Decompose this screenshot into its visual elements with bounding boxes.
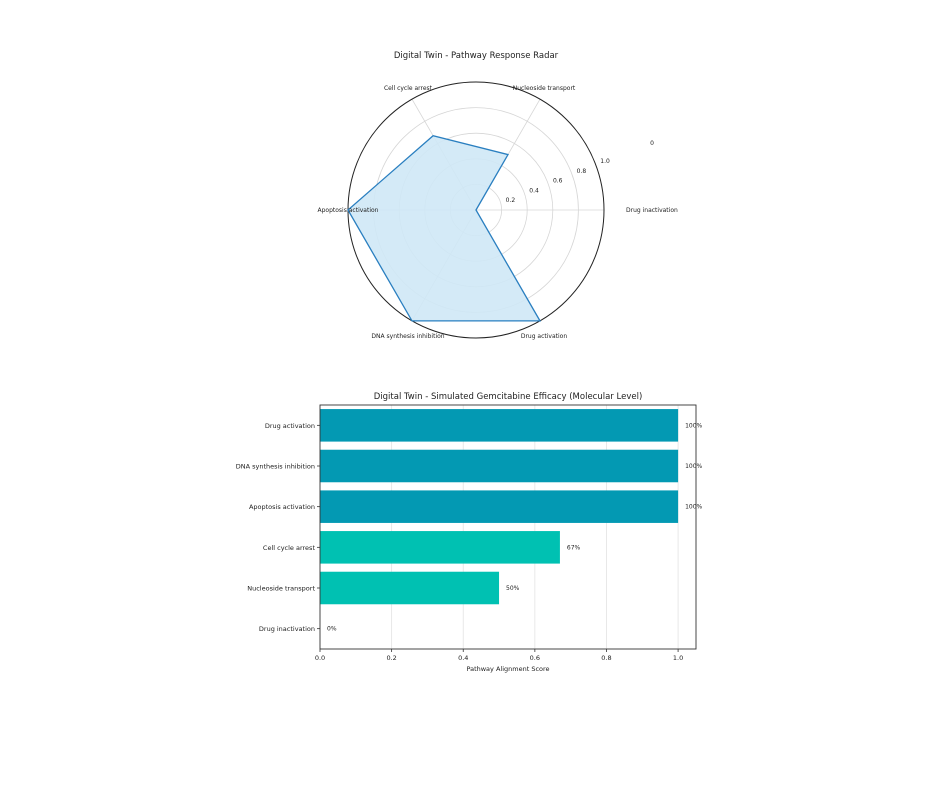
bar-value-label: 0%: [327, 626, 337, 633]
bar-value-label: 100%: [685, 504, 702, 511]
x-tick-label: 0.8: [601, 654, 611, 662]
radar-axis-label: Drug inactivation: [626, 207, 678, 214]
radar-chart: Digital Twin - Pathway Response Radar 0.2…: [318, 51, 678, 340]
radar-axis-label: DNA synthesis inhibition: [371, 333, 444, 340]
radar-title: Digital Twin - Pathway Response Radar: [394, 51, 559, 61]
x-tick-label: 0.0: [315, 654, 325, 662]
bar: [320, 449, 679, 483]
radar-axis-label: Cell cycle arrest: [384, 85, 433, 92]
bar-value-label: 100%: [685, 422, 702, 429]
x-tick-label: 1.0: [673, 654, 683, 662]
x-tick-label: 0.2: [386, 654, 396, 662]
x-tick-label: 0.6: [530, 654, 540, 662]
bar-value-label: 67%: [567, 544, 581, 551]
bar-axes-frame: [319, 404, 697, 650]
y-tick-label: Nucleoside transport: [247, 585, 315, 593]
y-tick-label: Apoptosis activation: [249, 503, 315, 511]
radar-axis-label: Drug activation: [521, 333, 568, 340]
radar-tick-label: 0.2: [506, 197, 516, 204]
radar-tick-label: 0.6: [553, 178, 563, 185]
x-tick-label: 0.4: [458, 654, 468, 662]
y-tick-label: DNA synthesis inhibition: [236, 463, 315, 471]
bar-value-label: 50%: [506, 585, 520, 592]
bar: [320, 531, 560, 564]
radar-tick-label: 1.0: [600, 158, 610, 165]
y-tick-label: Cell cycle arrest: [263, 544, 316, 552]
radar-tick-label: 0.8: [577, 168, 587, 175]
x-axis-label: Pathway Alignment Score: [466, 665, 549, 673]
bar: [320, 409, 679, 442]
radar-stray-label: 0: [650, 140, 654, 147]
bar: [320, 490, 679, 523]
y-tick-label: Drug inactivation: [259, 625, 315, 633]
bar-title: Digital Twin - Simulated Gemcitabine Eff…: [374, 392, 643, 402]
radar-axis-label: Nucleoside transport: [513, 85, 576, 92]
y-tick-label: Drug activation: [265, 422, 315, 430]
radar-tick-label: 0.4: [529, 187, 539, 194]
bar: [320, 571, 500, 605]
radar-series-area: [347, 134, 542, 322]
bar-value-label: 100%: [685, 463, 702, 470]
radar-axis-label: Apoptosis activation: [318, 207, 379, 214]
